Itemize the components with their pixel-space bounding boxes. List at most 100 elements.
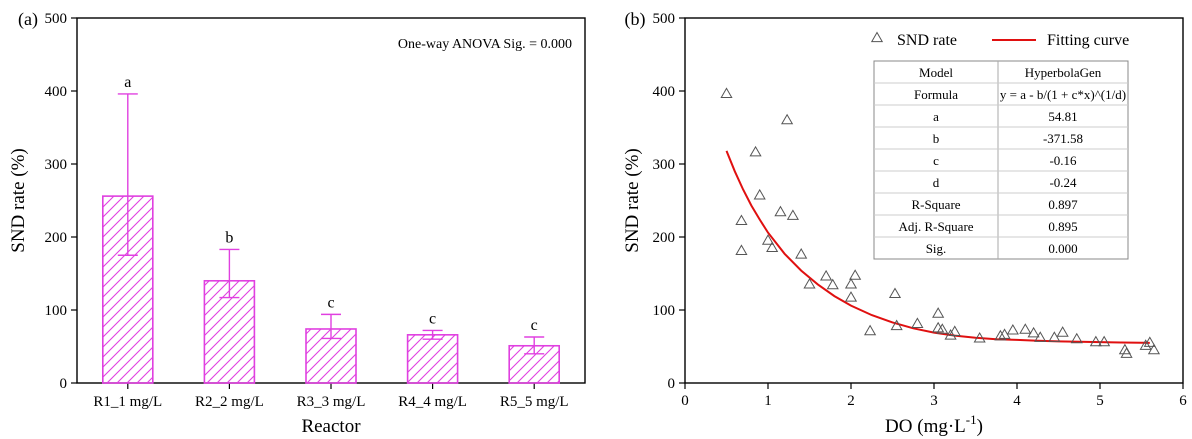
data-point bbox=[936, 323, 949, 334]
table-param-value: 0.895 bbox=[1048, 219, 1077, 234]
data-point bbox=[753, 188, 766, 200]
data-point bbox=[803, 277, 816, 289]
y-tick-label-a: 400 bbox=[45, 84, 68, 100]
bar bbox=[406, 334, 459, 384]
y-tick-label-a: 0 bbox=[60, 376, 68, 392]
y-tick-label-a: 200 bbox=[45, 230, 68, 246]
y-axis-label-b: SND rate (%) bbox=[622, 148, 643, 252]
table-param-value: HyperbolaGen bbox=[1025, 65, 1102, 80]
fit-parameter-table: Model HyperbolaGen Formula y = a - b/(1 + c… bbox=[873, 60, 1129, 260]
data-point bbox=[849, 269, 862, 280]
table-param-name: Formula bbox=[914, 87, 958, 102]
data-point bbox=[820, 269, 833, 281]
data-point bbox=[1120, 347, 1133, 358]
anova-annotation: One-way ANOVA Sig. = 0.000 bbox=[398, 37, 572, 52]
table-param-name: Adj. R-Square bbox=[898, 219, 973, 234]
x-tick-label-b: 1 bbox=[764, 393, 772, 409]
x-tick-label-a: R3_3 mg/L bbox=[297, 394, 366, 410]
y-tick-label-b: 400 bbox=[653, 84, 676, 100]
legend-label-fit: Fitting curve bbox=[1047, 32, 1129, 49]
table-param-name: a bbox=[933, 109, 939, 124]
panel-label-b: (b) bbox=[625, 9, 646, 30]
data-point bbox=[911, 317, 924, 328]
data-point bbox=[786, 209, 799, 220]
data-point bbox=[1048, 331, 1061, 342]
x-axis-label-b: DO (mg·L-1) bbox=[885, 412, 983, 437]
data-point bbox=[749, 145, 762, 157]
panel-label-a: (a) bbox=[18, 9, 38, 30]
x-axis-label-a: Reactor bbox=[301, 416, 361, 437]
data-point bbox=[1143, 336, 1156, 347]
data-point bbox=[1089, 335, 1102, 347]
data-point bbox=[774, 205, 787, 217]
data-point bbox=[948, 325, 961, 336]
bar bbox=[508, 344, 561, 384]
table-param-name: c bbox=[933, 153, 939, 168]
data-point bbox=[1034, 331, 1047, 342]
x-tick-label-a: R2_2 mg/L bbox=[195, 394, 264, 410]
legend-label-snd: SND rate bbox=[897, 32, 957, 49]
significance-letter: b bbox=[225, 229, 233, 246]
significance-letter: c bbox=[429, 310, 436, 327]
x-tick-label-b: 2 bbox=[847, 393, 855, 409]
table-param-value: 54.81 bbox=[1048, 109, 1077, 124]
data-point bbox=[795, 248, 808, 259]
data-point bbox=[932, 307, 945, 318]
x-tick-label-b: 0 bbox=[681, 393, 689, 409]
data-point bbox=[761, 234, 775, 245]
y-tick-label-a: 300 bbox=[45, 157, 68, 173]
table-param-value: -0.16 bbox=[1049, 153, 1077, 168]
data-point bbox=[1147, 343, 1161, 355]
data-point bbox=[1027, 326, 1040, 338]
y-tick-label-b: 500 bbox=[653, 11, 676, 27]
data-point bbox=[890, 319, 903, 331]
y-tick-label-b: 200 bbox=[653, 230, 676, 246]
data-point bbox=[720, 87, 733, 98]
x-tick-label-b: 4 bbox=[1013, 393, 1021, 409]
table-param-value: y = a - b/(1 + c*x)^(1/d) bbox=[1000, 87, 1126, 102]
x-tick-label-b: 5 bbox=[1096, 393, 1104, 409]
data-point bbox=[1019, 323, 1032, 334]
y-tick-label-a: 100 bbox=[45, 303, 68, 319]
data-point bbox=[994, 329, 1007, 341]
data-point bbox=[826, 278, 839, 290]
significance-letter: c bbox=[531, 317, 538, 334]
data-point bbox=[1056, 326, 1069, 337]
x-tick-label-b: 3 bbox=[930, 393, 938, 409]
data-point bbox=[888, 287, 902, 299]
y-tick-label-b: 0 bbox=[668, 376, 676, 392]
y-axis-label-a: SND rate (%) bbox=[8, 148, 29, 252]
y-tick-label-b: 100 bbox=[653, 303, 676, 319]
data-point bbox=[735, 244, 748, 255]
data-point bbox=[781, 113, 794, 125]
table-param-name: R-Square bbox=[911, 197, 960, 212]
data-point bbox=[766, 241, 779, 253]
y-tick-label-b: 300 bbox=[653, 157, 676, 173]
data-point bbox=[735, 214, 748, 226]
fitting-curve bbox=[725, 150, 1150, 344]
data-point bbox=[864, 324, 877, 336]
legend-marker-snd bbox=[870, 31, 884, 43]
x-tick-label-a: R4_4 mg/L bbox=[398, 394, 467, 410]
x-tick-label-b: 6 bbox=[1179, 393, 1187, 409]
table-param-name: b bbox=[933, 131, 940, 146]
data-point bbox=[944, 329, 957, 340]
data-point bbox=[844, 277, 858, 289]
table-param-value: 0.000 bbox=[1048, 241, 1077, 256]
data-point bbox=[1070, 332, 1083, 344]
data-point bbox=[1006, 323, 1019, 335]
significance-letter: a bbox=[124, 74, 131, 91]
table-param-value: -0.24 bbox=[1049, 175, 1077, 190]
data-point bbox=[1098, 335, 1111, 347]
table-param-value: -371.58 bbox=[1043, 131, 1083, 146]
table-param-value: 0.897 bbox=[1048, 197, 1078, 212]
table-frame bbox=[873, 60, 1129, 260]
significance-letter: c bbox=[327, 294, 334, 311]
x-tick-label-a: R5_5 mg/L bbox=[500, 394, 569, 410]
table-param-name: d bbox=[933, 175, 940, 190]
y-tick-label-a: 500 bbox=[45, 11, 68, 27]
x-tick-label-a: R1_1 mg/L bbox=[93, 394, 162, 410]
data-point bbox=[1139, 339, 1152, 350]
